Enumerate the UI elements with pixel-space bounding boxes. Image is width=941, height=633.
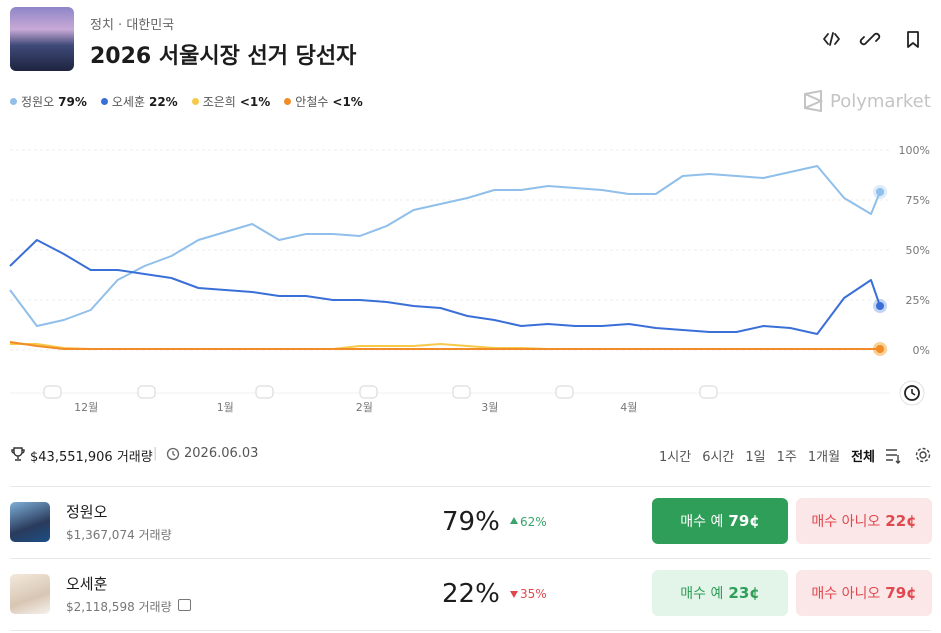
embed-icon[interactable] <box>823 32 840 46</box>
brand-logo <box>804 90 824 112</box>
separator <box>10 486 931 487</box>
end-dot <box>876 188 884 196</box>
series-line <box>9 165 881 327</box>
outcome-name: 정원오 <box>66 503 108 521</box>
avatar <box>10 574 50 614</box>
buy-no-button[interactable]: 매수 아니오 22¢ <box>796 498 932 544</box>
range-option[interactable]: 1일 <box>745 450 766 465</box>
outcome-chance: 79% <box>442 507 500 537</box>
sort-icon[interactable] <box>886 449 901 464</box>
buy-yes-price: 23¢ <box>728 584 760 602</box>
total-volume: $43,551,906 거래량 <box>30 450 153 465</box>
legend: 정원오 79% 오세훈 22% 조은희 <1% 안철수 <1% <box>10 93 363 110</box>
series-line <box>9 239 881 335</box>
legend-name: 정원오 <box>21 95 55 109</box>
x-tick-label: 1월 <box>217 401 234 414</box>
category[interactable]: 정치 <box>90 18 114 33</box>
y-tick-label: 0% <box>913 344 930 357</box>
x-tick-label: 4월 <box>620 401 637 414</box>
legend-value: <1% <box>332 94 363 109</box>
range-option[interactable]: 1개월 <box>807 450 841 465</box>
legend-swatch <box>10 98 17 105</box>
y-tick-label: 25% <box>906 294 930 307</box>
legend-swatch <box>191 98 199 105</box>
end-dot <box>876 302 884 310</box>
legend-swatch <box>284 98 292 105</box>
range-selector: 1시간 6시간 1일 1주 1개월 전체 <box>648 446 875 465</box>
event-marker[interactable] <box>555 385 574 399</box>
buy-no-label: 매수 아니오 <box>811 514 881 530</box>
chart: 0% 25% 50% 75% 100% 12월 1월 2월 3월 4월 <box>9 144 930 414</box>
range-option[interactable]: 전체 <box>851 450 875 465</box>
legend-item[interactable]: 조은희 <1% <box>191 93 271 110</box>
range-option[interactable]: 6시간 <box>702 450 735 465</box>
market-image <box>10 7 74 71</box>
event-marker[interactable] <box>699 385 718 399</box>
outcome-volume: $1,367,074 거래량 <box>66 528 172 542</box>
settings-icon[interactable] <box>915 447 931 463</box>
legend-value: 79% <box>58 94 87 109</box>
outcome-change: 62% <box>520 515 547 529</box>
x-tick-label: 2월 <box>356 401 373 414</box>
separator <box>10 630 931 631</box>
change-arrow <box>510 591 518 598</box>
y-tick-label: 50% <box>906 244 930 257</box>
range-option[interactable]: 1시간 <box>659 450 692 465</box>
buy-no-label: 매수 아니오 <box>811 586 881 602</box>
legend-name: 안철수 <box>295 95 329 109</box>
subcategory[interactable]: 대한민국 <box>126 18 175 33</box>
buy-no-price: 79¢ <box>885 584 917 602</box>
legend-value: <1% <box>239 94 271 109</box>
buy-yes-price: 79¢ <box>728 512 760 530</box>
brand-name: Polymarket <box>830 90 931 112</box>
buy-yes-label: 매수 예 <box>680 586 724 602</box>
event-marker[interactable] <box>255 385 274 399</box>
event-marker[interactable] <box>137 385 156 399</box>
event-marker[interactable] <box>452 385 471 399</box>
trophy-icon <box>11 447 25 461</box>
outcome-name: 오세훈 <box>66 575 108 593</box>
link-icon[interactable] <box>859 32 881 46</box>
series-line <box>9 341 880 350</box>
change-arrow <box>510 517 518 524</box>
x-tick-label: 12월 <box>74 401 98 414</box>
outcome-change: 35% <box>520 587 547 601</box>
divider: | <box>153 446 158 461</box>
legend-item[interactable]: 정원오 79% <box>10 93 87 110</box>
range-option[interactable]: 1주 <box>776 450 797 465</box>
clock-icon <box>166 447 180 461</box>
outcome-chance: 22% <box>442 579 500 609</box>
history-button[interactable] <box>899 380 925 406</box>
buy-no-price: 22¢ <box>885 512 917 530</box>
legend-name: 오세훈 <box>111 95 145 109</box>
breadcrumb: 정치 · 대한민국 <box>90 18 175 33</box>
buy-yes-button[interactable]: 매수 예 79¢ <box>652 498 788 544</box>
event-markers <box>43 385 718 399</box>
legend-name: 조은희 <box>202 95 236 109</box>
title: 2026 서울시장 선거 당선자 <box>90 44 357 69</box>
legend-item[interactable]: 안철수 <1% <box>284 93 363 110</box>
legend-swatch <box>100 98 108 105</box>
y-tick-label: 100% <box>899 144 930 157</box>
avatar <box>10 502 50 542</box>
end-dot <box>876 345 884 353</box>
outcome-volume: $2,118,598 거래량 <box>66 600 172 614</box>
x-tick-label: 3월 <box>481 401 498 414</box>
legend-item[interactable]: 오세훈 22% <box>100 93 178 110</box>
buy-yes-label: 매수 예 <box>680 514 724 530</box>
event-marker[interactable] <box>359 385 378 399</box>
y-tick-label: 75% <box>906 194 930 207</box>
chart-tools <box>886 447 931 464</box>
header-actions <box>823 31 919 48</box>
buy-no-button[interactable]: 매수 아니오 79¢ <box>796 570 932 616</box>
end-date: 2026.06.03 <box>184 446 259 461</box>
brand: Polymarket <box>802 90 931 112</box>
buy-yes-button[interactable]: 매수 예 23¢ <box>652 570 788 616</box>
legend-value: 22% <box>148 94 178 109</box>
event-marker[interactable] <box>43 385 62 399</box>
gift-icon <box>178 599 191 611</box>
bookmark-icon[interactable] <box>907 31 919 48</box>
separator <box>10 558 931 559</box>
